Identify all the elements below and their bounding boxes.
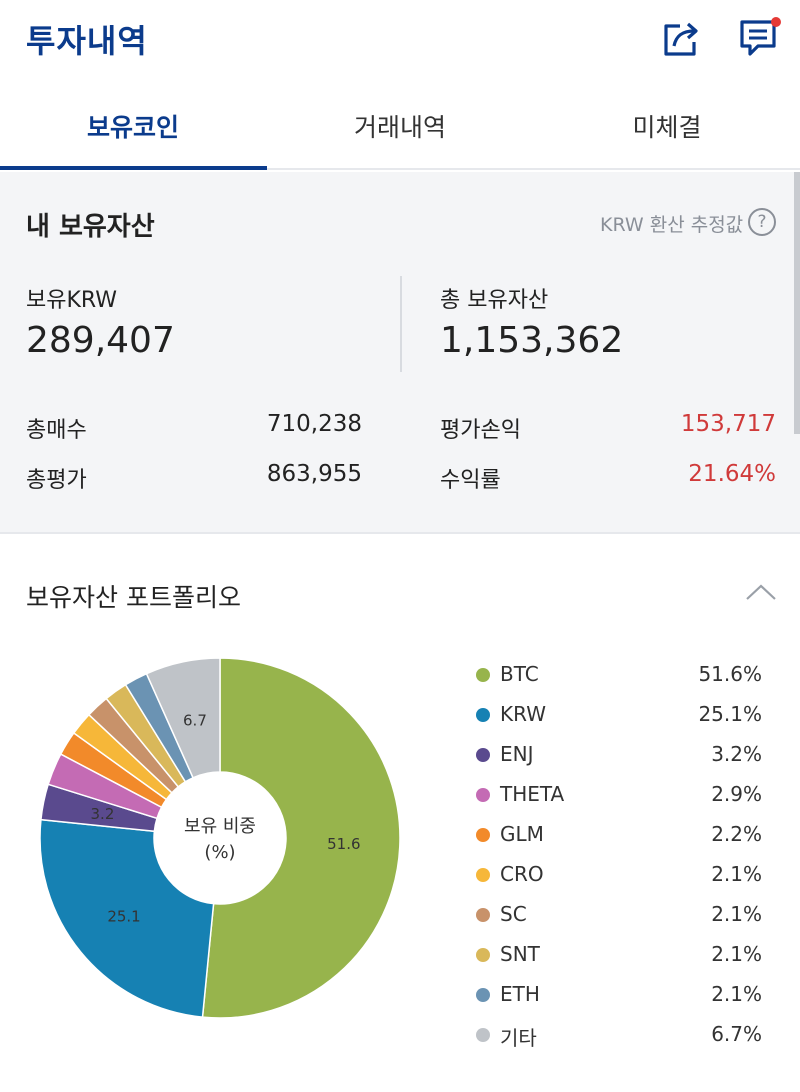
legend-dot — [476, 948, 490, 962]
legend-dot — [476, 668, 490, 682]
tab-pending[interactable]: 미체결 — [632, 113, 702, 142]
page-title: 투자내역 — [26, 22, 148, 60]
legend-value: 25.1% — [698, 702, 762, 726]
legend-dot — [476, 868, 490, 882]
portfolio-title: 보유자산 포트폴리오 — [26, 583, 241, 612]
legend-value: 3.2% — [711, 742, 762, 766]
legend-value: 2.1% — [711, 982, 762, 1006]
legend-dot — [476, 908, 490, 922]
legend-item: ENJ 3.2% — [476, 736, 766, 776]
my-assets-title: 내 보유자산 — [26, 212, 155, 242]
slice-label: 25.1 — [107, 908, 140, 926]
chevron-up-icon[interactable] — [744, 580, 778, 604]
return-rate-label: 수익률 — [440, 468, 501, 493]
total-buy-value: 710,238 — [266, 411, 362, 437]
slice-label: 3.2 — [91, 805, 115, 823]
pie-slice-기타 — [145, 657, 221, 779]
legend-label: ENJ — [500, 742, 534, 766]
portfolio-donut-chart: 51.6 25.1 3.2 6.7 보유 비중 (%) — [39, 657, 401, 1019]
legend-dot — [476, 708, 490, 722]
legend-value: 51.6% — [698, 662, 762, 686]
total-eval-value: 863,955 — [266, 461, 362, 487]
legend-value: 2.2% — [711, 822, 762, 846]
legend-value: 2.9% — [711, 782, 762, 806]
legend-item: BTC 51.6% — [476, 656, 766, 696]
legend-item: SC 2.1% — [476, 896, 766, 936]
pie-slice-KRW — [39, 818, 215, 1018]
donut-center-label: 보유 비중 — [184, 816, 256, 837]
legend-label: BTC — [500, 662, 539, 686]
legend-item: SNT 2.1% — [476, 936, 766, 976]
legend-item: KRW 25.1% — [476, 696, 766, 736]
legend-item: THETA 2.9% — [476, 776, 766, 816]
slice-label: 51.6 — [327, 835, 360, 853]
active-tab-indicator — [0, 166, 267, 170]
legend-item: ETH 2.1% — [476, 976, 766, 1016]
slice-label: 6.7 — [183, 712, 207, 730]
legend-value: 6.7% — [711, 1022, 762, 1046]
legend-dot — [476, 1028, 490, 1042]
total-buy-label: 총매수 — [26, 418, 87, 443]
scrollbar[interactable] — [794, 172, 800, 434]
share-icon[interactable] — [660, 18, 702, 58]
legend-label: ETH — [500, 982, 540, 1006]
tab-transactions[interactable]: 거래내역 — [353, 113, 446, 142]
chat-icon[interactable] — [738, 16, 784, 60]
profit-loss-value: 153,717 — [680, 411, 776, 437]
krw-value: 289,407 — [26, 320, 175, 361]
return-rate-value: 21.64% — [688, 461, 776, 487]
portfolio-legend: BTC 51.6% KRW 25.1% ENJ 3.2% THETA 2.9% GLM 2.2% C… — [476, 656, 766, 1056]
section-divider — [0, 532, 800, 534]
pie-slice-BTC — [201, 657, 401, 1019]
krw-estimate-label: KRW 환산 추정값 — [600, 214, 744, 236]
legend-item: CRO 2.1% — [476, 856, 766, 896]
help-icon[interactable]: ? — [748, 208, 776, 236]
total-eval-label: 총평가 — [26, 468, 87, 493]
legend-label: KRW — [500, 702, 546, 726]
legend-value: 2.1% — [711, 902, 762, 926]
tab-bar: 보유코인 거래내역 미체결 — [0, 86, 800, 170]
legend-dot — [476, 828, 490, 842]
legend-label: SC — [500, 902, 527, 926]
legend-value: 2.1% — [711, 862, 762, 886]
donut-center-unit: (%) — [204, 842, 235, 863]
legend-dot — [476, 748, 490, 762]
krw-label: 보유KRW — [26, 288, 118, 313]
profit-loss-label: 평가손익 — [440, 418, 521, 443]
legend-item: 기타 6.7% — [476, 1016, 766, 1056]
total-assets-value: 1,153,362 — [440, 320, 624, 361]
tab-holdings[interactable]: 보유코인 — [86, 113, 179, 142]
divider — [400, 276, 402, 372]
legend-value: 2.1% — [711, 942, 762, 966]
legend-label: THETA — [500, 782, 565, 806]
legend-dot — [476, 988, 490, 1002]
legend-label: 기타 — [500, 1026, 537, 1050]
top-bar: 투자내역 — [0, 0, 800, 86]
total-assets-label: 총 보유자산 — [440, 288, 549, 313]
legend-dot — [476, 788, 490, 802]
legend-label: CRO — [500, 862, 544, 886]
legend-item: GLM 2.2% — [476, 816, 766, 856]
legend-label: SNT — [500, 942, 540, 966]
legend-label: GLM — [500, 822, 544, 846]
